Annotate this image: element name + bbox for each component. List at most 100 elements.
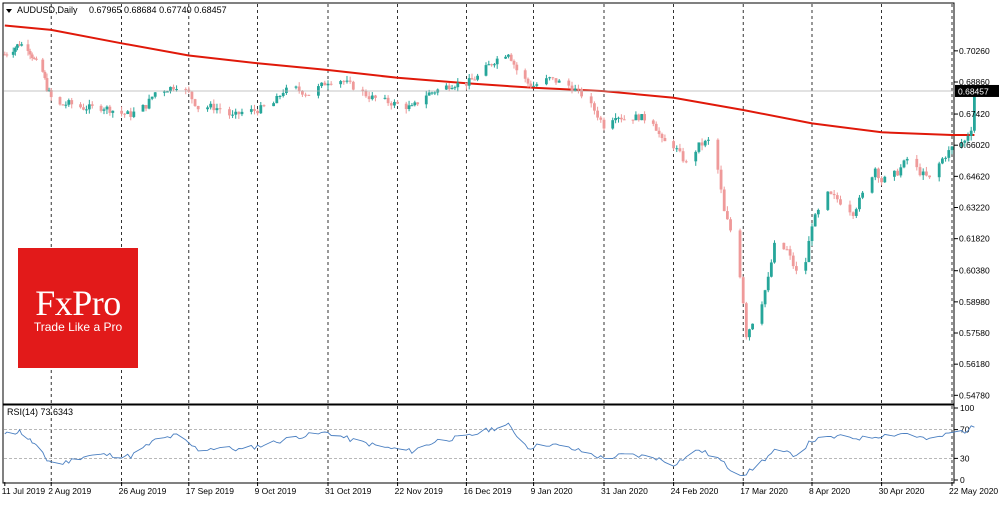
time-tick-label: 17 Sep 2019 (186, 486, 234, 496)
candle-body (596, 110, 599, 118)
candle-body (937, 163, 941, 178)
logo-wordmark: FxPro (35, 283, 121, 323)
candle-body (470, 78, 474, 80)
time-tick-label: 31 Jan 2020 (601, 486, 648, 496)
candle-body (947, 150, 951, 158)
candle-body (918, 167, 922, 176)
candle-body (493, 64, 496, 66)
candle-body (672, 141, 675, 149)
candle-body (111, 110, 115, 113)
candle-body (364, 91, 368, 97)
candle-body (763, 290, 767, 305)
candle-body (345, 80, 349, 82)
candle-body (810, 226, 814, 241)
candle-body (829, 191, 833, 194)
candle-body (738, 230, 742, 278)
candle-body (512, 60, 516, 65)
rsi-tick-label: 100 (960, 403, 974, 413)
candle-body (599, 117, 603, 120)
candle-body (602, 119, 606, 129)
candle-body (835, 195, 839, 200)
time-tick-label: 30 Apr 2020 (879, 486, 925, 496)
candle-body (90, 104, 94, 106)
candle-body (839, 199, 842, 205)
candle-body (18, 44, 21, 46)
candle-body (577, 88, 580, 90)
candle-body (675, 148, 679, 150)
candle-body (729, 219, 732, 231)
collapse-triangle-icon[interactable] (6, 9, 12, 13)
candle-body (741, 277, 745, 304)
candle-body (614, 118, 617, 121)
candle-body (43, 71, 47, 79)
candle-body (253, 109, 256, 111)
candle-body (490, 64, 493, 66)
candle-body (545, 78, 548, 85)
candle-body (206, 107, 209, 110)
candle-body (386, 97, 390, 104)
candle-body (580, 88, 583, 97)
candle-body (70, 100, 74, 105)
ohlc-readout: 0.67965 0.68684 0.67740 0.68457 (89, 5, 227, 15)
candle-body (416, 102, 420, 105)
candle-body (169, 86, 172, 92)
candle-body (41, 59, 45, 72)
main-panel-frame (2, 2, 955, 405)
candle-body (85, 109, 88, 111)
candle-body (240, 111, 244, 115)
candle-body (678, 148, 682, 152)
price-tick-label: 0.58980 (959, 297, 990, 307)
candle-body (593, 103, 596, 111)
candle-body (484, 65, 488, 76)
candle-body (554, 78, 558, 83)
candle-body (504, 56, 507, 59)
candle-body (99, 105, 103, 111)
candle-body (760, 304, 764, 324)
candle-body (3, 54, 7, 56)
candle-body (175, 89, 178, 91)
candle-body (126, 111, 130, 114)
candle-body (339, 81, 343, 85)
candle-body (870, 177, 874, 193)
candle-body (785, 249, 789, 251)
candle-body (447, 85, 451, 90)
candle-body (769, 262, 773, 277)
candle-body (383, 97, 387, 99)
price-tick-label: 0.60380 (959, 266, 990, 276)
candle-body (144, 105, 148, 109)
candle-body (782, 242, 786, 250)
candle-body (487, 64, 491, 66)
candle-body (26, 44, 30, 51)
candle-body (791, 255, 795, 267)
candle-body (30, 54, 34, 59)
candle-body (854, 209, 858, 216)
candle-body (228, 109, 231, 116)
candle-body (35, 58, 38, 60)
candle-body (215, 108, 219, 111)
time-axis: 11 Jul 2019 2 Aug 2019 26 Aug 2019 17 Sep 2… (2, 482, 998, 496)
candle-body (351, 81, 355, 90)
candle-body (495, 58, 499, 65)
candle-body (108, 106, 112, 113)
candle-body (209, 103, 213, 108)
candle-body (234, 111, 238, 115)
candle-body (893, 170, 896, 177)
rsi-tick-label: 30 (960, 453, 970, 463)
last-price-label: 0.68457 (958, 86, 989, 96)
candle-body (657, 130, 661, 135)
candle-body (858, 197, 861, 210)
candle-body (218, 108, 222, 110)
rsi-panel-frame (2, 404, 955, 484)
candle-body (147, 98, 151, 109)
candle-body (883, 176, 887, 183)
candle-body (526, 78, 530, 84)
candle-body (404, 103, 408, 110)
candle-body (969, 130, 973, 136)
candle-body (697, 142, 701, 152)
candle-body (275, 96, 279, 104)
candle-body (973, 91, 976, 131)
candle-body (941, 158, 944, 164)
time-tick-label: 17 Mar 2020 (740, 486, 788, 496)
candle-body (573, 88, 577, 92)
